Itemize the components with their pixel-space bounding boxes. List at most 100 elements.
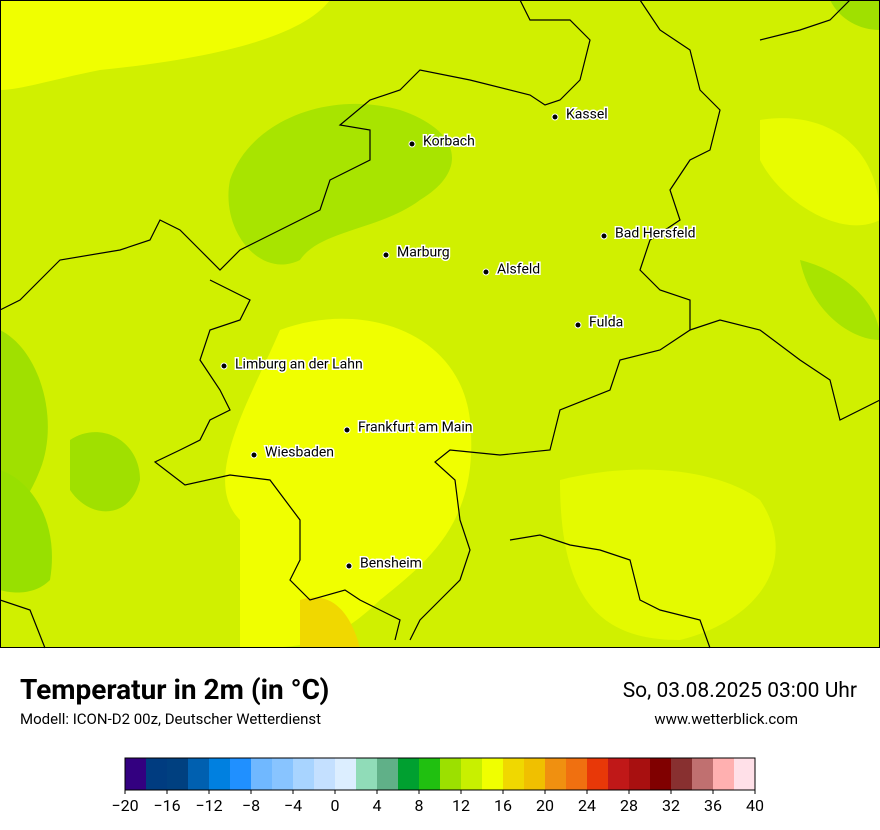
colorbar-tick-label: 4 bbox=[373, 796, 382, 815]
city: Bensheim bbox=[345, 554, 423, 573]
city-dot bbox=[600, 232, 608, 240]
colorbar-segment bbox=[545, 758, 567, 790]
city-label: Limburg an der Lahn bbox=[235, 357, 363, 373]
cool-area bbox=[0, 330, 48, 520]
border-line bbox=[509, 534, 711, 649]
colorbar-segment bbox=[356, 758, 378, 790]
city: Bad Hersfeld bbox=[600, 224, 697, 243]
colorbar-segment bbox=[377, 758, 399, 790]
city: Kassel bbox=[551, 105, 609, 124]
website: www.wetterblick.com bbox=[654, 710, 798, 728]
city-dot bbox=[382, 251, 390, 259]
colorbar-tick-label: −20 bbox=[111, 796, 138, 815]
border-line bbox=[759, 0, 851, 41]
warm-area bbox=[760, 118, 880, 226]
colorbar-segment bbox=[314, 758, 336, 790]
colorbar-segment bbox=[335, 758, 357, 790]
colorbar-tick-label: 32 bbox=[662, 796, 680, 815]
city-label: Marburg bbox=[397, 245, 450, 261]
cool-area bbox=[228, 103, 453, 265]
colorbar-segment bbox=[692, 758, 714, 790]
colorbar-segment bbox=[230, 758, 252, 790]
warm-area bbox=[0, 0, 330, 90]
city-dot bbox=[345, 562, 353, 570]
colorbar-segment bbox=[503, 758, 525, 790]
colorbar-tick-label: 24 bbox=[578, 796, 596, 815]
border-line bbox=[153, 279, 401, 641]
city: Marburg bbox=[382, 243, 451, 262]
colorbar-segment bbox=[167, 758, 189, 790]
colorbar-segment bbox=[650, 758, 672, 790]
colorbar-tick-label: −16 bbox=[153, 796, 180, 815]
cool-area bbox=[70, 432, 140, 512]
city-label: Korbach bbox=[423, 134, 475, 150]
colorbar-segment bbox=[188, 758, 210, 790]
city: Limburg an der Lahn bbox=[220, 355, 364, 374]
city-label: Bensheim bbox=[360, 556, 422, 572]
city: Alsfeld bbox=[482, 260, 542, 279]
date: So, 03.08.2025 03:00 Uhr bbox=[623, 679, 857, 703]
colorbar-tick-label: 16 bbox=[494, 796, 512, 815]
colorbar-tick-label: 40 bbox=[746, 796, 764, 815]
colorbar-segment bbox=[608, 758, 630, 790]
city-label: Alsfeld bbox=[497, 262, 540, 278]
colorbar-tick-label: 0 bbox=[331, 796, 340, 815]
border-line bbox=[689, 319, 880, 421]
colorbar-frame bbox=[124, 757, 756, 791]
colorbar-segment bbox=[524, 758, 546, 790]
colorbar-segment bbox=[440, 758, 462, 790]
colorbar-segment bbox=[272, 758, 294, 790]
colorbar-tick-label: 20 bbox=[536, 796, 554, 815]
city-dot bbox=[551, 113, 559, 121]
city: Wiesbaden bbox=[250, 443, 336, 462]
colorbar-segment bbox=[482, 758, 504, 790]
colorbar-segment bbox=[671, 758, 693, 790]
colorbar-tick-label: 8 bbox=[415, 796, 424, 815]
city-dot bbox=[250, 451, 258, 459]
city-dot bbox=[482, 268, 490, 276]
colorbar-segment bbox=[713, 758, 735, 790]
colorbar-segment bbox=[251, 758, 273, 790]
colorbar-segment bbox=[629, 758, 651, 790]
colorbar-segment bbox=[398, 758, 420, 790]
colorbar-tick-label: 36 bbox=[704, 796, 722, 815]
colorbar-tick-label: 12 bbox=[452, 796, 470, 815]
city-label: Frankfurt am Main bbox=[358, 420, 473, 436]
title: Temperatur in 2m (in °C) bbox=[20, 673, 329, 706]
border-line bbox=[409, 0, 721, 641]
cool-area bbox=[800, 260, 880, 340]
border-line bbox=[0, 0, 591, 311]
border-line bbox=[0, 599, 46, 649]
map: Kassel Korbach Bad Hersfeld Marburg Alsf… bbox=[0, 0, 880, 649]
city-dot bbox=[220, 362, 228, 370]
colorbar-tick-label: −4 bbox=[284, 796, 302, 815]
city: Korbach bbox=[408, 132, 476, 151]
city-label: Kassel bbox=[566, 107, 608, 123]
city-dot bbox=[574, 321, 582, 329]
colorbar-segment bbox=[587, 758, 609, 790]
colorbar-segment bbox=[419, 758, 441, 790]
colorbar-segment bbox=[461, 758, 483, 790]
colorbar-tick-label: −8 bbox=[242, 796, 260, 815]
warm-area bbox=[560, 469, 776, 640]
subtitle: Modell: ICON-D2 00z, Deutscher Wetterdie… bbox=[20, 710, 321, 728]
city-label: Bad Hersfeld bbox=[615, 226, 696, 242]
colorbar-segment bbox=[566, 758, 588, 790]
city: Frankfurt am Main bbox=[343, 418, 474, 437]
colorbar-tick-label: 28 bbox=[620, 796, 638, 815]
city-label: Wiesbaden bbox=[265, 445, 334, 461]
colorbar: −20 −16 −12 −8 −4 0 4 8 12 16 20 24 28 32 36 40 bbox=[111, 757, 764, 815]
colorbar-tick-label: −12 bbox=[195, 796, 222, 815]
warm-area bbox=[225, 318, 472, 648]
city: Fulda bbox=[574, 313, 625, 332]
city-dot bbox=[408, 140, 416, 148]
colorbar-segment bbox=[293, 758, 315, 790]
city-label: Fulda bbox=[589, 315, 623, 331]
city-dot bbox=[343, 426, 351, 434]
colorbar-segment bbox=[146, 758, 168, 790]
colorbar-segment bbox=[734, 758, 756, 790]
colorbar-segment bbox=[209, 758, 231, 790]
cool-area bbox=[0, 470, 52, 593]
hot-area bbox=[300, 597, 360, 648]
